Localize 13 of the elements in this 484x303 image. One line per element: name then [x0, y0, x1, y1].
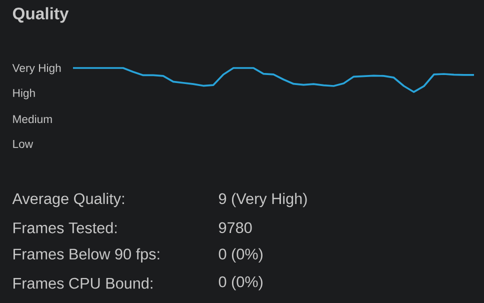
text: Frames CPU Bound:: [14, 277, 152, 289]
text: Very High: [12, 64, 61, 74]
text: High: [13, 88, 35, 100]
text: 0 (0%): [218, 276, 262, 290]
chart-title: Quality: [12, 7, 69, 23]
text: 9780: [218, 222, 252, 234]
text: Medium: [13, 114, 52, 124]
text: 0 (0%): [218, 248, 262, 263]
text: Frames Below 90 fps:: [14, 248, 160, 263]
text: Low: [13, 140, 34, 148]
text: Frames Tested:: [14, 222, 117, 234]
text: 9 (Very High): [218, 192, 307, 208]
text: Average Quality:: [12, 192, 124, 208]
